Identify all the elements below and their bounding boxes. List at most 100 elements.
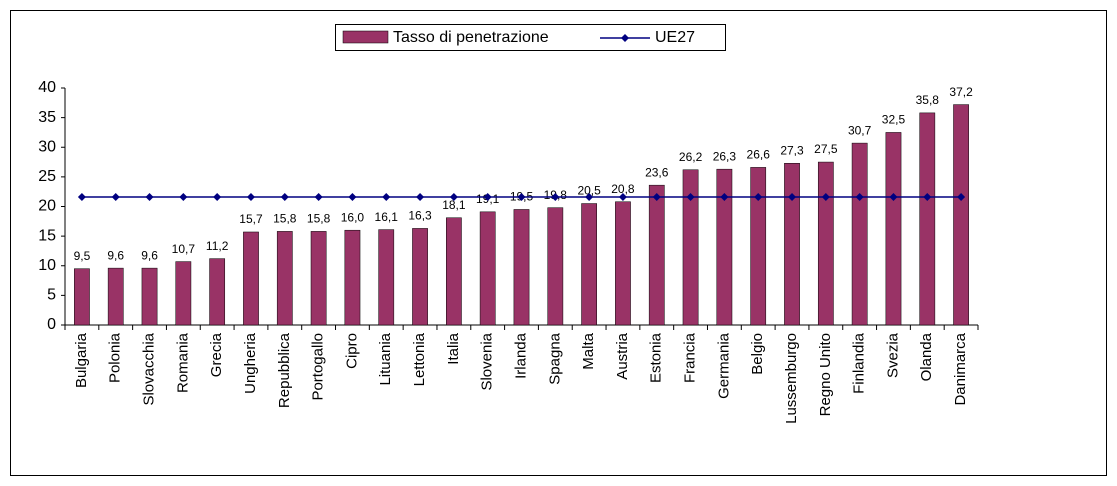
line-marker xyxy=(788,193,797,202)
x-tick-label: Danimarca xyxy=(952,332,969,405)
x-tick-label: Romania xyxy=(174,332,191,393)
line-marker xyxy=(720,193,729,202)
data-label: 27,5 xyxy=(814,142,838,156)
bar xyxy=(479,211,496,326)
bar xyxy=(885,132,902,326)
legend-swatch xyxy=(621,34,629,42)
line-marker xyxy=(821,193,830,202)
line-marker xyxy=(213,193,222,202)
line-marker xyxy=(585,193,594,202)
bar xyxy=(175,261,192,326)
x-tick-label: Portogallo xyxy=(310,333,327,401)
legend-box xyxy=(335,24,726,51)
data-label: 27,3 xyxy=(780,143,804,157)
y-tick-label: 20 xyxy=(38,198,56,215)
y-tick-label: 40 xyxy=(38,79,56,96)
bar xyxy=(615,201,631,326)
data-label: 32,5 xyxy=(882,113,906,127)
line-marker xyxy=(416,193,425,202)
y-tick-label: 15 xyxy=(38,227,56,244)
x-tick-label: Lituania xyxy=(377,332,394,385)
x-tick-label: Cipro xyxy=(343,333,360,369)
data-label: 20,8 xyxy=(611,182,635,196)
bar xyxy=(682,169,699,326)
x-tick-label: Estonia xyxy=(648,332,665,383)
x-tick-label: Lettonia xyxy=(411,332,428,386)
line-marker xyxy=(652,193,661,202)
data-label: 35,8 xyxy=(916,93,940,107)
bar xyxy=(953,104,969,326)
line-marker xyxy=(889,193,898,202)
data-label: 16,1 xyxy=(375,210,399,224)
y-tick-label: 5 xyxy=(47,287,56,304)
data-label: 9,6 xyxy=(141,248,158,262)
data-label: 26,6 xyxy=(747,148,771,162)
data-label: 20,5 xyxy=(577,184,601,198)
x-tick-label: Polonia xyxy=(107,332,124,383)
data-label: 26,2 xyxy=(679,150,703,164)
line-marker xyxy=(77,193,86,202)
data-label: 30,7 xyxy=(848,123,872,137)
bar xyxy=(276,231,293,326)
y-tick-label: 25 xyxy=(38,168,56,185)
x-tick-label: Ungheria xyxy=(242,332,259,394)
data-label: 9,5 xyxy=(74,249,91,263)
data-label: 11,2 xyxy=(206,239,229,253)
line-marker xyxy=(280,193,289,202)
legend xyxy=(335,24,726,51)
x-tick-label: Slovenia xyxy=(479,332,496,390)
bar xyxy=(446,217,462,326)
bar xyxy=(784,162,800,326)
y-tick-label: 10 xyxy=(38,257,56,274)
data-label: 16,0 xyxy=(341,210,365,224)
line-marker xyxy=(855,193,864,202)
data-label: 9,6 xyxy=(107,248,124,262)
bar xyxy=(851,142,868,326)
line-marker xyxy=(517,193,526,202)
line-marker xyxy=(923,193,932,202)
data-label: 16,3 xyxy=(408,209,432,223)
line-marker xyxy=(145,193,154,202)
line-marker xyxy=(382,193,391,202)
line-marker xyxy=(449,193,458,202)
bar xyxy=(209,258,226,326)
legend-swatch xyxy=(342,30,389,44)
data-label: 18,1 xyxy=(442,198,466,212)
bar xyxy=(648,184,665,326)
bar xyxy=(513,209,530,326)
data-label: 15,7 xyxy=(239,212,263,226)
x-tick-label: Austria xyxy=(614,332,631,379)
line-marker xyxy=(179,193,188,202)
y-tick-label: 30 xyxy=(38,138,56,155)
bar xyxy=(74,268,90,326)
bar xyxy=(378,229,395,326)
bar xyxy=(141,267,158,326)
data-label: 26,3 xyxy=(713,149,737,163)
data-label: 15,8 xyxy=(307,212,331,226)
bar xyxy=(344,229,361,326)
bar xyxy=(310,231,327,326)
legend-label: UE27 xyxy=(655,29,695,46)
legend-label: Tasso di penetrazione xyxy=(393,29,549,46)
bar xyxy=(750,167,767,326)
y-tick-label: 35 xyxy=(38,109,56,126)
y-tick-label: 0 xyxy=(47,316,56,333)
x-tick-label: Irlanda xyxy=(512,332,529,379)
data-label: 23,6 xyxy=(645,165,669,179)
x-tick-label: Belgio xyxy=(749,333,766,375)
x-tick-label: Malta xyxy=(580,332,597,369)
x-tick-label: Svezia xyxy=(884,332,901,378)
line-marker xyxy=(314,193,323,202)
bar xyxy=(107,267,124,326)
line-marker xyxy=(957,193,966,202)
line-marker xyxy=(551,193,560,202)
data-label: 15,8 xyxy=(273,212,297,226)
line-marker xyxy=(618,193,627,202)
x-tick-label: Francia xyxy=(682,332,699,383)
data-label: 10,7 xyxy=(172,242,196,256)
line-marker xyxy=(483,193,492,202)
line-marker xyxy=(111,193,120,202)
x-tick-label: Bulgaria xyxy=(73,332,90,388)
